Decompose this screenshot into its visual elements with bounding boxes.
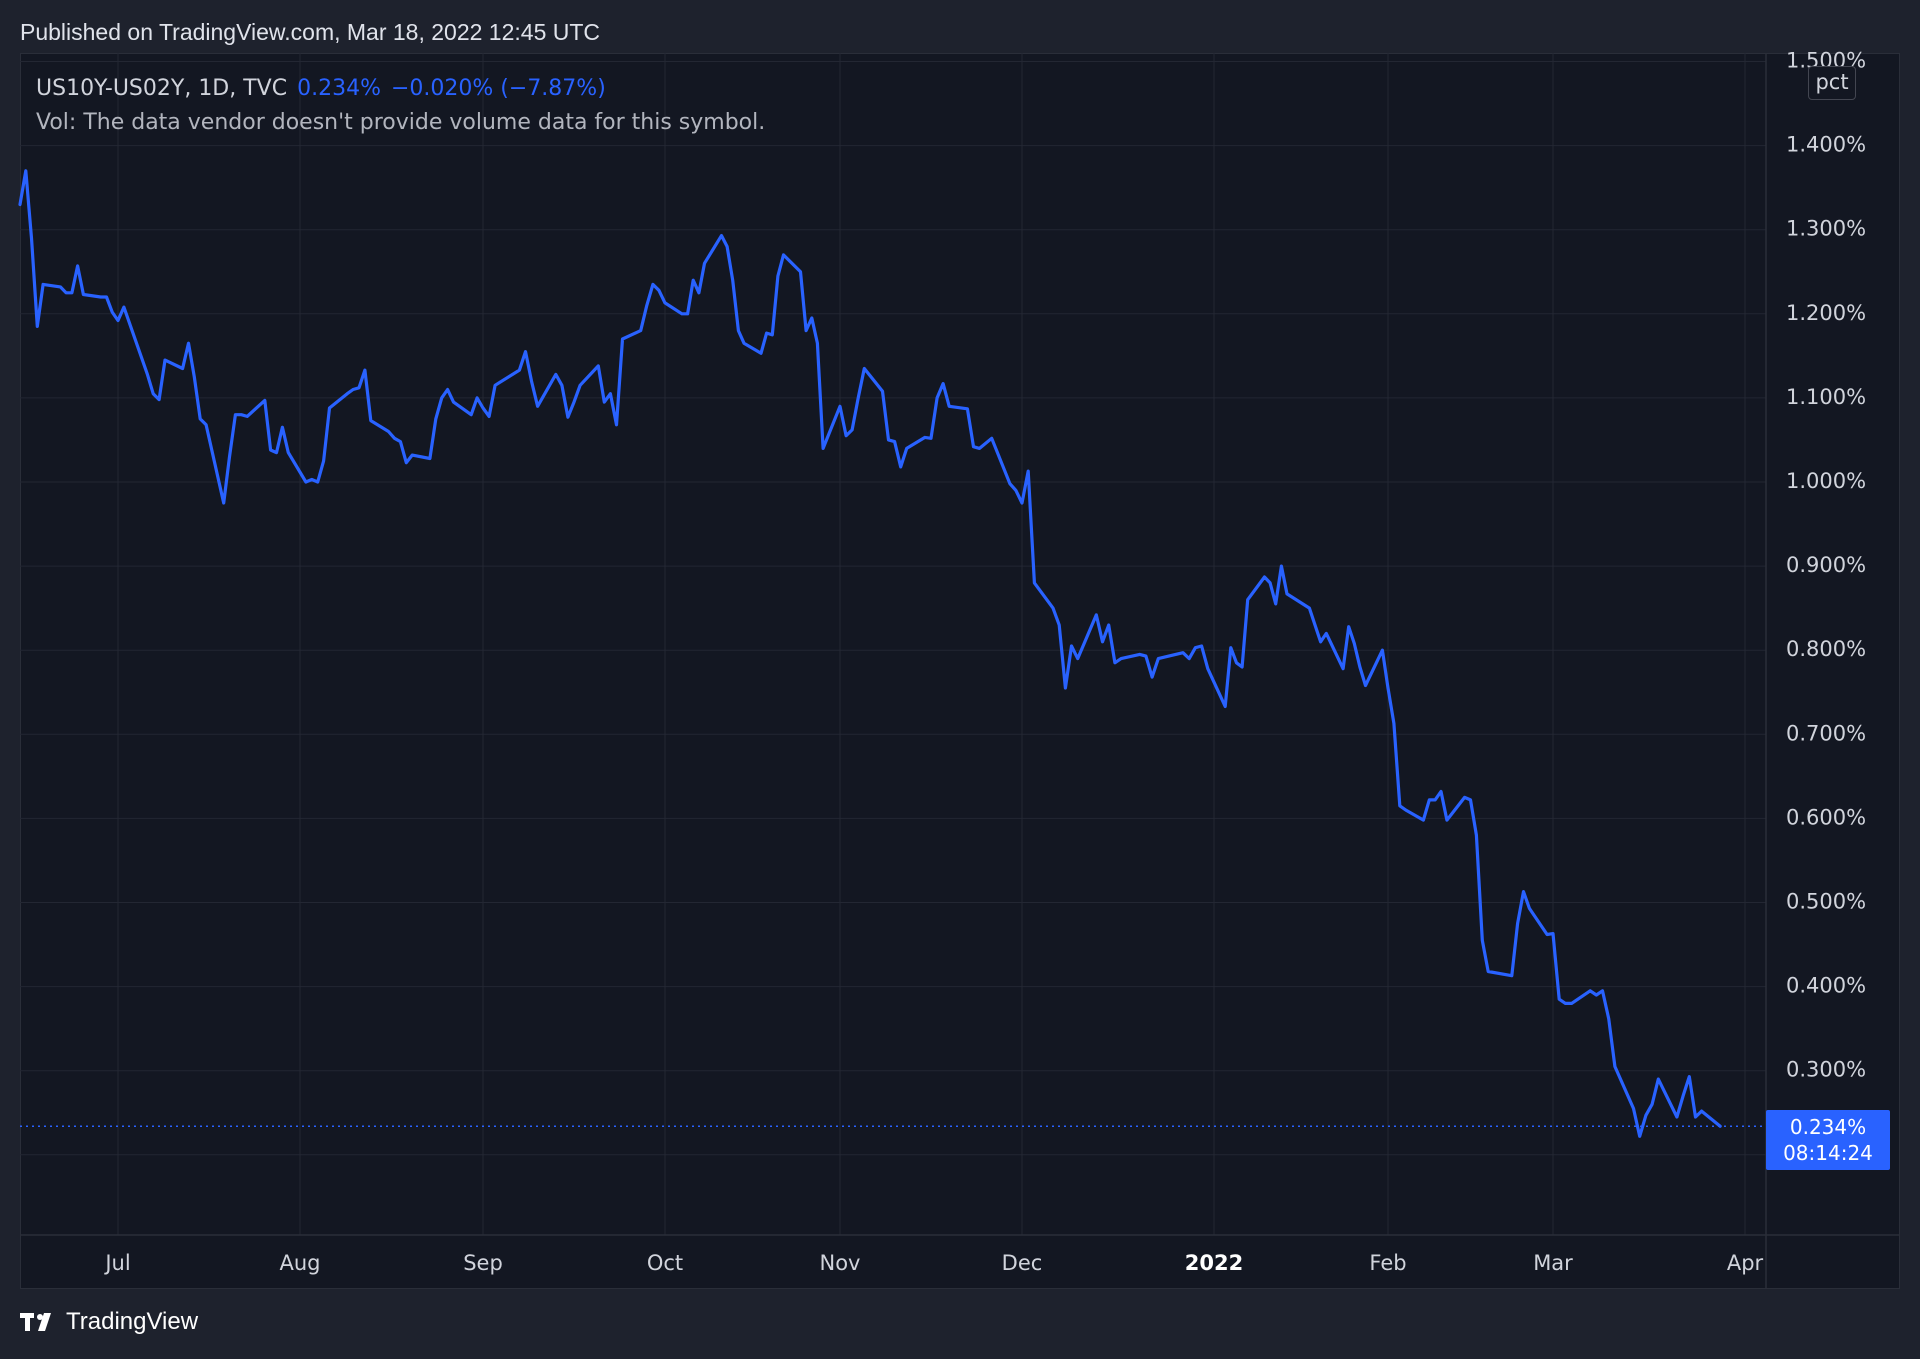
legend-last-value: 0.234%	[297, 76, 381, 101]
tradingview-logo-icon[interactable]	[20, 1311, 58, 1333]
series-layer	[18, 169, 1766, 1138]
legend-volume-note: Vol: The data vendor doesn't provide vol…	[36, 110, 766, 135]
y-tick-label: 0.800%	[1786, 637, 1866, 661]
y-tick-label: 1.100%	[1786, 385, 1866, 409]
chart-frame[interactable]	[20, 53, 1900, 1289]
y-tick-label: 0.500%	[1786, 890, 1866, 914]
x-tick-label: Apr	[1727, 1251, 1764, 1275]
y-tick-label: 1.000%	[1786, 469, 1866, 493]
y-tick-label: 1.200%	[1786, 301, 1866, 325]
y-tick-label: 0.900%	[1786, 553, 1866, 577]
x-tick-label: Dec	[1002, 1251, 1043, 1275]
last-price-value: 0.234%	[1789, 1115, 1867, 1139]
legend-change: −0.020% (−7.87%)	[390, 76, 606, 101]
series-line[interactable]	[18, 169, 1722, 1138]
y-tick-label: 0.400%	[1786, 974, 1866, 998]
footer: TradingView	[20, 1308, 198, 1336]
bar-countdown: 08:14:24	[1783, 1141, 1873, 1165]
y-tick-label: 0.700%	[1786, 721, 1866, 745]
y-tick-label: 1.300%	[1786, 217, 1866, 241]
y-tick-label: 0.300%	[1786, 1058, 1866, 1082]
legend-symbol[interactable]: US10Y-US02Y, 1D, TVC	[36, 76, 288, 101]
grid	[20, 53, 1766, 1235]
x-tick-label: Mar	[1533, 1251, 1573, 1275]
x-tick-label: Sep	[463, 1251, 503, 1275]
x-tick-label: Feb	[1369, 1251, 1406, 1275]
axes: Jul Aug Sep Oct Nov Dec 2022 Feb Mar Apr1.500%1.4…	[20, 49, 1900, 1288]
x-tick-label: 2022	[1185, 1251, 1243, 1275]
x-tick-label: Aug	[279, 1251, 320, 1275]
tradingview-brand[interactable]: TradingView	[66, 1308, 199, 1335]
y-tick-label: 0.600%	[1786, 805, 1866, 829]
chart-legend: US10Y-US02Y, 1D, TVC 0.234% −0.020% (−7.87…	[36, 72, 765, 140]
last-price-tag: 0.234% 08:14:24	[1766, 1110, 1890, 1170]
published-header: Published on TradingView.com, Mar 18, 20…	[20, 19, 601, 45]
percent-scale-button[interactable]: pct	[1808, 66, 1856, 100]
x-tick-label: Jul	[103, 1251, 130, 1275]
x-tick-label: Nov	[820, 1251, 861, 1275]
y-tick-label: 1.400%	[1786, 133, 1866, 157]
x-tick-label: Oct	[647, 1251, 683, 1275]
